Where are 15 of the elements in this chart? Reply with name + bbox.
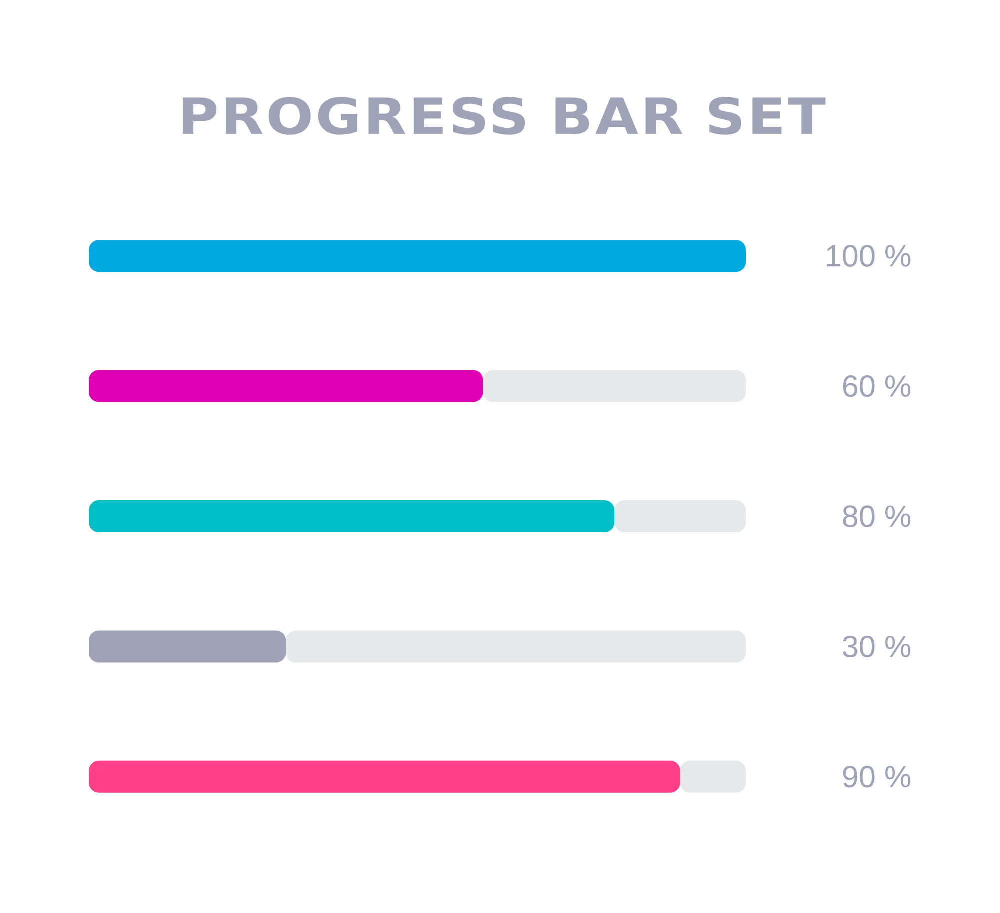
bar	[89, 370, 484, 402]
bar	[89, 760, 680, 793]
data-label: 80 %	[843, 506, 911, 528]
data-label: 60 %	[843, 375, 911, 398]
bar	[89, 630, 286, 663]
bar	[89, 500, 615, 532]
chart-title: PROGRESS BAR SET	[183, 97, 826, 135]
bar	[89, 240, 746, 272]
data-label: 90 %	[843, 766, 911, 788]
bar	[483, 370, 746, 402]
data-label: 100 %	[827, 245, 911, 267]
data-label: 30 %	[843, 636, 911, 658]
bar	[286, 630, 746, 663]
bar	[680, 760, 746, 793]
bar	[614, 500, 746, 532]
